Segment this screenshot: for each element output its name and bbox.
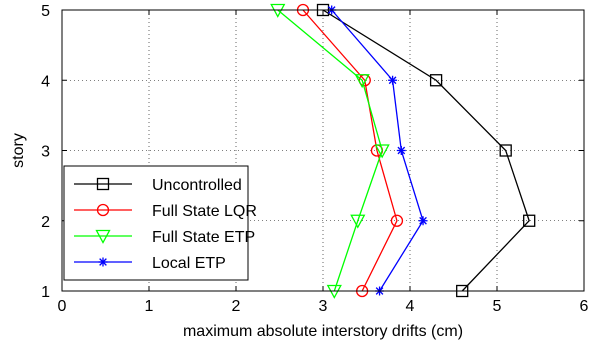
y-tick-label: 5 [41,3,50,20]
data-point [98,257,108,267]
data-point [390,214,404,227]
legend: Uncontrolled Full State LQR Full State ETP… [63,165,257,281]
data-point [523,214,536,227]
x-tick-label: 5 [493,298,502,315]
grid [62,10,584,291]
data-point [95,229,111,244]
data-point [388,75,398,85]
circle-marker [390,214,404,227]
data-point [429,74,443,87]
legend-item: Uncontrolled [74,177,242,194]
x-axis-label: maximum absolute interstory drifts (cm) [183,323,463,340]
data-point [374,144,390,159]
triangle-marker [354,74,370,89]
square-marker [523,214,536,227]
data-point [396,146,406,155]
data-point [96,203,110,217]
data-point [499,144,512,157]
series-uncontrolled [316,3,536,298]
series-full-state-lqr [296,3,404,298]
legend-label: Uncontrolled [152,177,242,194]
asterisk-stroke [397,146,406,155]
x-tick-label: 4 [406,298,415,315]
triangle-marker [95,229,111,244]
square-marker [429,74,443,87]
legend-label: Local ETP [152,255,226,272]
series-group [270,3,536,299]
y-tick-label: 4 [41,73,50,90]
circle-marker [96,203,110,217]
y-axis-label: story [10,133,27,168]
legend-label: Full State ETP [152,229,255,246]
y-tick-label: 2 [41,214,50,231]
series-line [277,9,383,292]
y-tick-label: 3 [41,144,50,161]
series-full-state-etp [270,3,390,299]
triangle-marker [350,214,366,229]
x-tick-label: 3 [319,298,328,315]
legend-item: Local ETP [74,255,226,272]
triangle-marker [374,144,390,159]
asterisk-stroke [419,216,427,225]
x-tick-label: 6 [580,298,589,315]
asterisk-stroke [388,76,397,85]
data-point [96,177,110,191]
series-line [302,9,398,292]
legend-box [63,165,249,281]
square-marker [96,177,110,191]
x-tick-label: 1 [145,298,154,315]
data-point [418,216,428,226]
legend-item: Full State ETP [74,229,255,246]
x-tick-label: 0 [58,298,67,315]
x-tick-label: 2 [232,298,241,315]
legend-item: Full State LQR [74,203,257,220]
asterisk-stroke [99,258,107,266]
series-local-etp [327,5,428,296]
data-point [354,74,370,89]
series-line [322,9,530,292]
data-point [350,214,366,229]
legend-label: Full State LQR [152,203,257,220]
square-marker [499,144,512,157]
y-tick-label: 1 [41,284,50,301]
